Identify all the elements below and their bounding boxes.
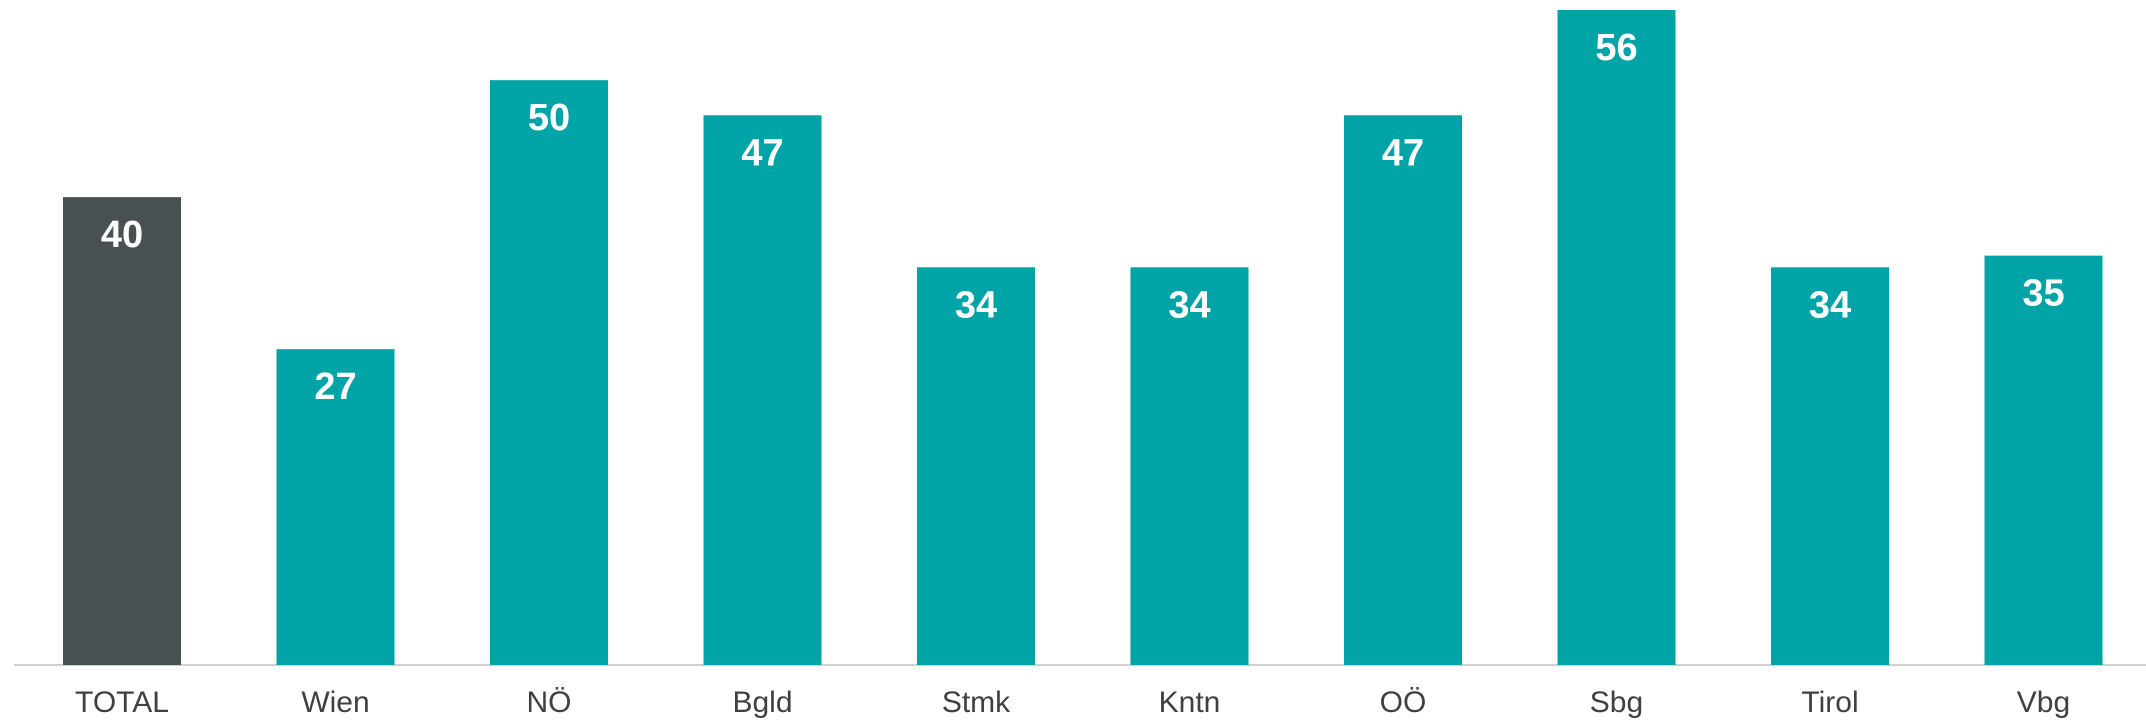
x-tick-label: NÖ [527,686,572,719]
bar [276,349,395,665]
bar [1771,267,1889,665]
x-tick-label: Kntn [1159,686,1221,719]
bar [1984,255,2103,665]
x-tick-label: Bgld [732,686,792,719]
bar [1130,267,1249,665]
x-tick-label: Vbg [2017,686,2070,719]
x-tick-label: TOTAL [75,686,169,719]
value-label: 50 [528,97,570,139]
x-tick-label: OÖ [1380,686,1427,719]
value-label: 40 [101,214,143,256]
value-label: 47 [741,132,783,174]
value-label: 34 [1809,284,1851,326]
bar [490,80,608,665]
x-tick-label: Wien [301,686,369,719]
bar [1557,10,1676,665]
bar [63,197,181,665]
value-label: 27 [314,366,356,408]
value-label: 34 [955,284,997,326]
x-tick-label: Sbg [1590,686,1643,719]
value-label: 35 [2022,273,2064,315]
bar [703,115,822,665]
x-tick-label: Stmk [942,686,1011,719]
bar [917,267,1035,665]
value-label: 34 [1168,284,1210,326]
bar [1344,115,1462,665]
x-tick-label: Tirol [1801,686,1858,719]
value-label: 47 [1382,132,1424,174]
value-label: 56 [1595,27,1637,69]
